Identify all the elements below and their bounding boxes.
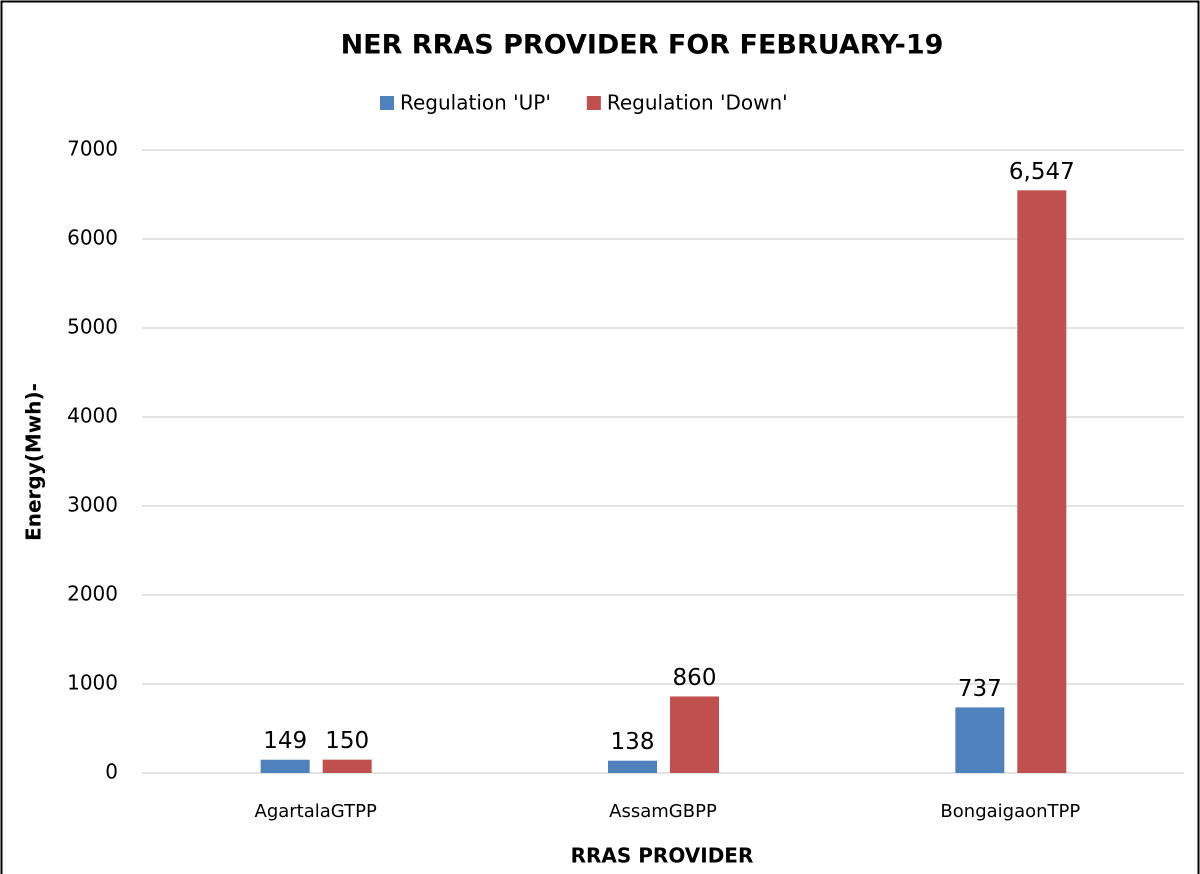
- data-label: 860: [673, 665, 717, 691]
- y-tick-label: 7000: [67, 137, 118, 161]
- bar: [608, 760, 657, 773]
- chart-title: NER RRAS PROVIDER FOR FEBRUARY-19: [341, 30, 944, 61]
- y-tick-label: 2000: [67, 582, 118, 606]
- x-tick-label: AssamGBPP: [609, 801, 717, 822]
- bar: [322, 759, 372, 773]
- data-label: 6,547: [1009, 159, 1075, 185]
- y-tick-label: 1000: [67, 671, 118, 695]
- bar: [260, 759, 310, 773]
- data-label: 150: [325, 728, 369, 754]
- x-axis-title: RRAS PROVIDER: [571, 844, 754, 868]
- x-tick-label: BongaigaonTPP: [940, 801, 1080, 822]
- y-tick-label: 0: [105, 760, 118, 784]
- bar: [955, 707, 1005, 773]
- y-tick-label: 6000: [67, 226, 118, 250]
- data-label: 737: [958, 676, 1002, 702]
- legend-swatch: [586, 96, 601, 110]
- legend-label: Regulation 'Down': [607, 91, 788, 115]
- y-tick-label: 4000: [67, 404, 118, 428]
- legend-swatch: [380, 96, 394, 110]
- bar: [1017, 190, 1067, 773]
- data-label: 138: [611, 729, 655, 755]
- data-label: 149: [263, 728, 307, 754]
- x-tick-label: AgartalaGTPP: [255, 801, 377, 822]
- y-tick-label: 5000: [67, 315, 118, 339]
- y-axis-title: Energy(Mwh)-: [22, 383, 46, 541]
- y-tick-label: 3000: [67, 493, 118, 517]
- legend-label: Regulation 'UP': [400, 91, 551, 115]
- bar: [670, 696, 719, 773]
